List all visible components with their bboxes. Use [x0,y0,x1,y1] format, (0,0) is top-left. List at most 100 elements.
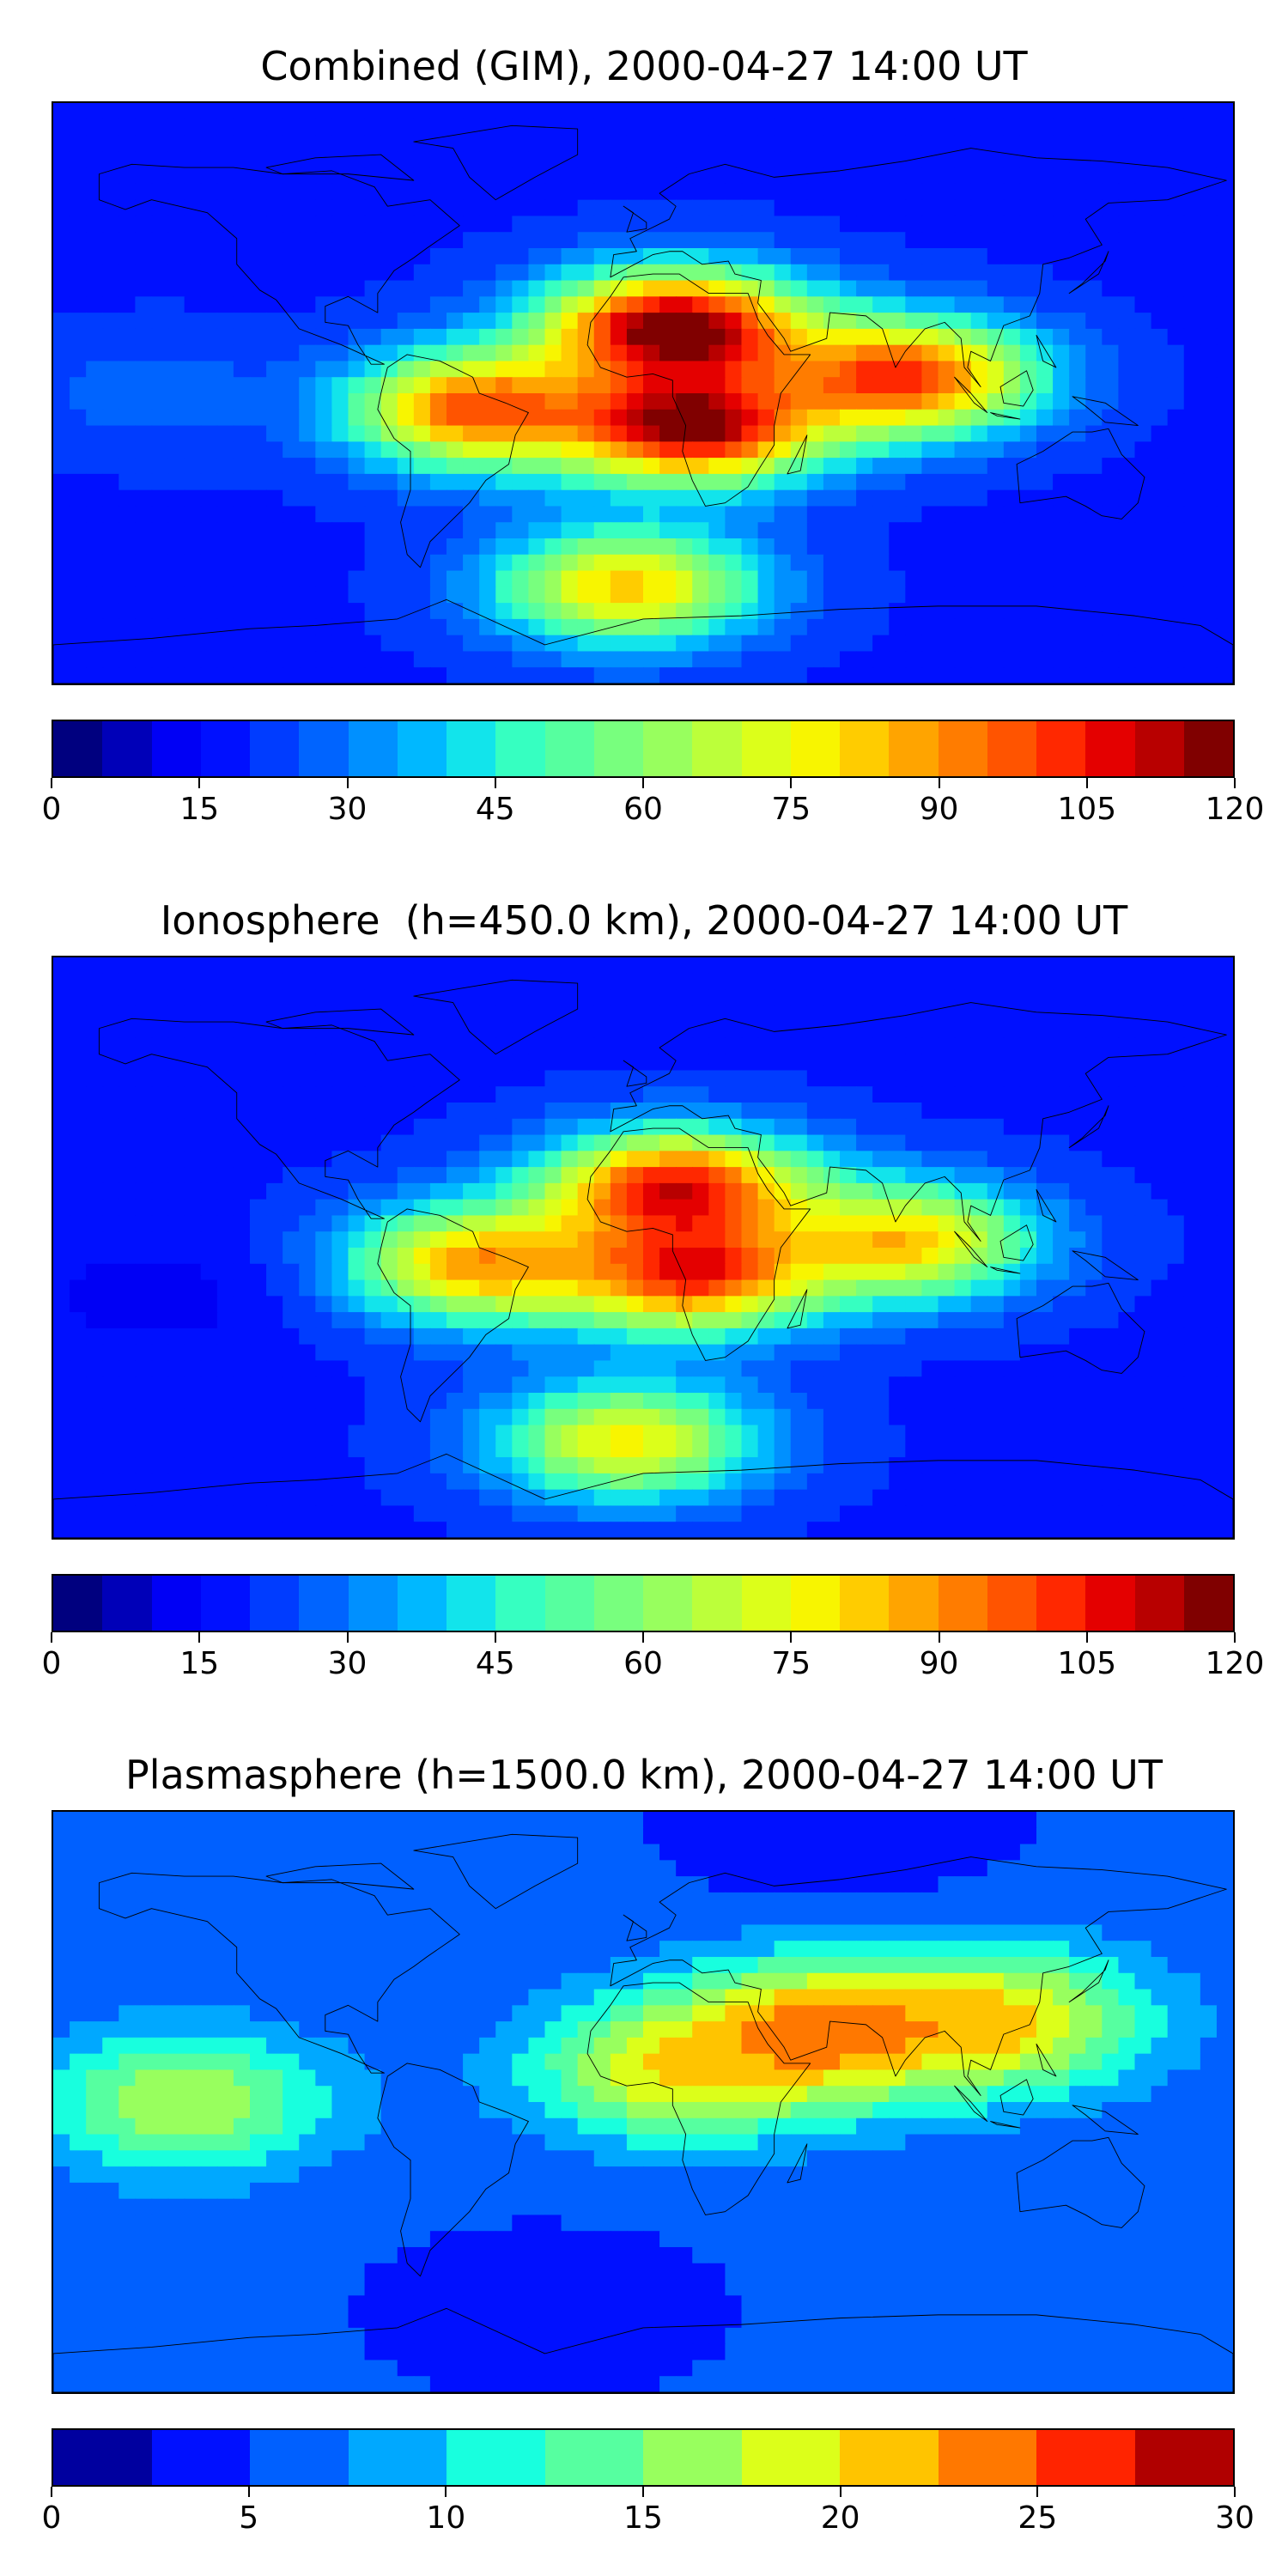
heatmap-cell [626,1086,644,1103]
heatmap-cell [233,635,251,653]
heatmap-cell [954,489,972,507]
heatmap-cell [250,1408,267,1426]
heatmap-cell [528,667,546,683]
heatmap-cell [938,441,956,459]
heatmap-cell [380,1182,398,1200]
heatmap-cell [1183,651,1201,668]
heatmap-cell [626,1231,644,1249]
heatmap-cell [921,1312,939,1329]
heatmap-cell [987,473,1005,491]
heatmap-cell [856,1070,873,1087]
heatmap-cell [447,989,464,1007]
heatmap-cell [479,328,497,346]
heatmap-cell [676,1441,694,1458]
heatmap-cell [577,1054,595,1072]
heatmap-cell [70,1037,87,1055]
heatmap-cell [86,1231,104,1249]
heatmap-cell [118,618,137,636]
heatmap-cell [676,989,694,1007]
heatmap-cell [184,1344,202,1362]
heatmap-cell [610,1005,628,1023]
heatmap-cell [790,1005,808,1023]
heatmap-cell [872,570,890,588]
heatmap-cell [889,473,907,491]
heatmap-cell [331,1248,349,1265]
heatmap-cell [610,199,628,217]
heatmap-cell [1200,973,1218,991]
heatmap-cell [626,280,644,298]
heatmap-cell [1085,296,1103,313]
heatmap-cell [938,151,956,168]
heatmap-cell [364,103,382,120]
heatmap-cell [905,1312,923,1329]
heatmap-cell [708,989,726,1007]
heatmap-cell [1053,1376,1070,1394]
heatmap-cell [250,135,267,153]
heatmap-cell [331,1070,349,1087]
heatmap-cell [364,1118,382,1136]
heatmap-cell [200,1425,218,1443]
heatmap-cell [872,1215,890,1232]
heatmap-cell [921,1344,939,1362]
heatmap-cell [692,522,710,539]
heatmap-cell [626,135,644,153]
heatmap-cell [216,377,234,394]
heatmap-cell [1036,118,1054,137]
heatmap-cell [102,1279,120,1297]
heatmap-cell [1003,1457,1021,1474]
heatmap-cell [1102,989,1120,1007]
heatmap-cell [184,1022,202,1039]
heatmap-cell [1003,248,1021,265]
heatmap-cell [1085,1054,1103,1072]
heatmap-cell [528,1151,546,1168]
heatmap-cell [102,103,120,120]
heatmap-cell [118,1248,137,1265]
heatmap-cell [86,1070,104,1087]
heatmap-cell [806,1441,824,1458]
heatmap-cell [331,296,349,313]
heatmap-cell [872,216,890,233]
heatmap-cell [659,1215,677,1232]
heatmap-cell [708,570,726,588]
heatmap-cell [1053,1344,1070,1362]
heatmap-cell [216,1167,234,1184]
heatmap-cell [1200,313,1218,330]
heatmap-cell [840,1248,857,1265]
heatmap-cell [233,1199,251,1217]
heatmap-cell [167,1103,185,1120]
heatmap-cell [1003,1199,1021,1217]
heatmap-cell [413,1199,431,1217]
heatmap-cell [741,1312,759,1329]
heatmap-cell [102,1005,120,1023]
heatmap-cell [889,1327,907,1346]
heatmap-cell [577,1182,595,1200]
heatmap-cell [790,458,808,475]
heatmap-cell [544,1070,562,1087]
heatmap-cell [200,1376,218,1394]
heatmap-cell [151,618,169,636]
heatmap-cell [1085,1134,1103,1152]
heatmap-cell [872,1086,890,1103]
heatmap-cell [348,377,366,394]
heatmap-cell [577,232,595,249]
heatmap-cell [233,183,251,201]
heatmap-cell [938,473,956,491]
heatmap-cell [299,635,317,653]
heatmap-cell [1019,103,1037,120]
heatmap-cell [1053,1327,1070,1346]
heatmap-cell [1019,199,1037,217]
heatmap-cell [512,1103,530,1120]
heatmap-cell [725,1248,743,1265]
heatmap-cell [544,489,562,507]
heatmap-cell [823,1151,841,1168]
heatmap-cell [1134,1425,1152,1443]
heatmap-cell [118,1312,137,1329]
colorbar-tick [1234,778,1236,788]
heatmap-cell [577,570,595,588]
heatmap-cell [643,135,660,153]
heatmap-cell [1151,232,1169,249]
heatmap-cell [86,489,104,507]
heatmap-cell [512,1441,530,1458]
heatmap-cell [1003,1425,1021,1443]
heatmap-cell [380,344,398,362]
